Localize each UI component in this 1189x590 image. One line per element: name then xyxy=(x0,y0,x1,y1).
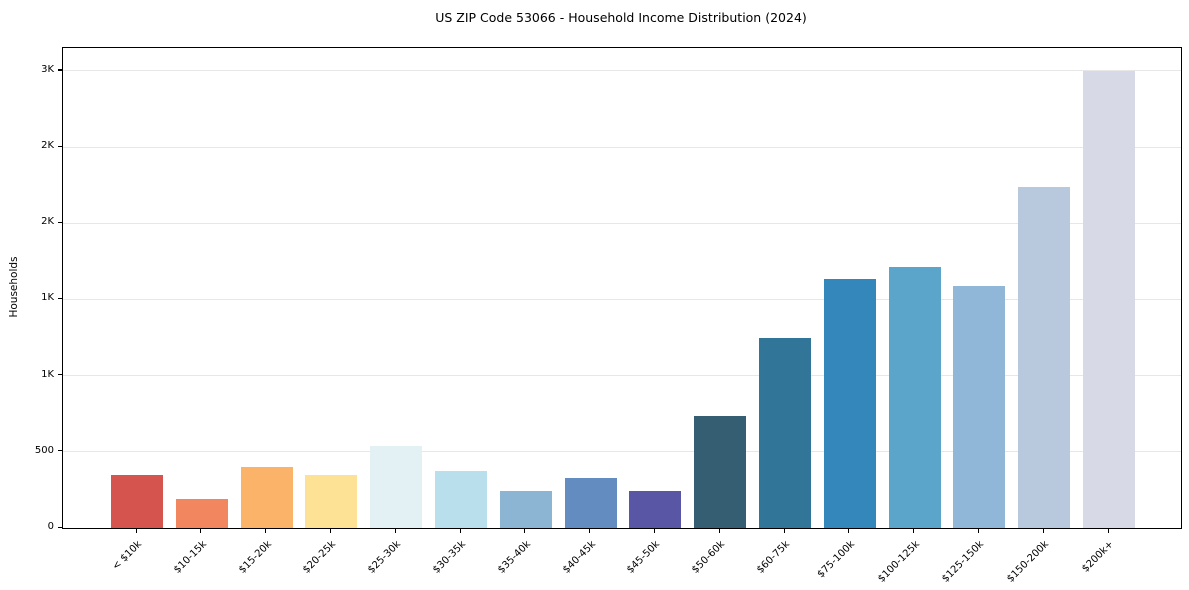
x-tick-label: $45-50k xyxy=(625,538,663,576)
x-tick-mark xyxy=(329,528,332,533)
y-tick-label: 500 xyxy=(34,444,54,456)
y-tick-mark xyxy=(58,145,62,147)
y-tick-label: 2K xyxy=(41,140,54,152)
bar-75-100k xyxy=(823,278,876,528)
bar-10k xyxy=(111,474,163,528)
x-tick-label: $150-200k xyxy=(1005,538,1052,585)
x-tick-label: $75-100k xyxy=(815,538,857,581)
x-tick-mark xyxy=(135,528,137,533)
x-tick-label: $30-35k xyxy=(431,538,468,576)
y-tick-mark xyxy=(58,450,62,452)
gridline xyxy=(63,222,1181,224)
x-tick-label: $40-45k xyxy=(560,538,598,576)
x-tick-mark xyxy=(394,528,396,533)
plot-area xyxy=(62,47,1182,529)
chart-title: US ZIP Code 53066 - Household Income Dis… xyxy=(435,10,807,25)
gridline xyxy=(63,70,1181,72)
x-tick-mark xyxy=(977,528,980,533)
x-tick-label: $100-125k xyxy=(875,538,922,585)
x-tick-mark xyxy=(783,528,785,533)
bar-20-25k xyxy=(305,475,358,528)
x-tick-mark xyxy=(265,528,267,533)
bar-15-20k xyxy=(240,467,293,528)
x-tick-mark xyxy=(718,528,720,533)
bar-40-45k xyxy=(564,478,617,528)
bar-100-125k xyxy=(888,267,941,528)
y-tick-label: 2K xyxy=(41,216,54,228)
bar-35-40k xyxy=(499,491,552,528)
x-tick-label: $15-20k xyxy=(236,538,274,576)
y-tick-mark xyxy=(58,221,62,223)
x-tick-label: $50-60k xyxy=(690,538,728,576)
x-tick-label: $200k+ xyxy=(1080,538,1116,575)
y-tick-label: 3K xyxy=(41,63,54,75)
gridline xyxy=(63,375,1181,377)
x-tick-label: < $10k xyxy=(110,538,144,573)
y-tick-label: 1K xyxy=(41,292,54,304)
y-axis-label: Households xyxy=(8,256,20,318)
gridline xyxy=(63,146,1181,148)
x-tick-label: $25-30k xyxy=(366,538,404,576)
y-tick-label: 1K xyxy=(41,368,54,380)
x-tick-label: $60-75k xyxy=(755,538,792,576)
x-tick-mark xyxy=(653,528,656,533)
x-tick-mark xyxy=(200,528,202,533)
gridline xyxy=(63,451,1181,453)
x-tick-mark xyxy=(589,528,591,533)
x-tick-mark xyxy=(848,528,850,533)
y-tick-mark xyxy=(58,374,62,376)
x-tick-label: $35-40k xyxy=(495,538,533,576)
x-tick-label: $125-150k xyxy=(940,538,987,585)
x-tick-label: $10-15k xyxy=(171,538,209,576)
x-tick-mark xyxy=(913,528,915,533)
bar-25-30k xyxy=(370,446,423,528)
bar-50-60k xyxy=(694,416,747,528)
bar-200k xyxy=(1083,70,1135,528)
bar-150-200k xyxy=(1018,186,1071,528)
bar-60-75k xyxy=(759,338,811,528)
bar-10-15k xyxy=(175,499,228,528)
gridline xyxy=(63,298,1181,300)
bar-30-35k xyxy=(435,470,487,528)
x-tick-mark xyxy=(1042,528,1044,533)
bar-45-50k xyxy=(629,490,682,528)
y-tick-mark xyxy=(58,297,62,300)
y-tick-mark xyxy=(58,69,62,71)
x-tick-mark xyxy=(459,528,461,533)
x-tick-mark xyxy=(524,528,526,533)
bar-125-150k xyxy=(953,285,1006,528)
x-tick-mark xyxy=(1107,528,1109,533)
x-tick-label: $20-25k xyxy=(301,538,339,576)
y-tick-label: 0 xyxy=(47,521,54,532)
y-tick-mark xyxy=(58,526,62,528)
